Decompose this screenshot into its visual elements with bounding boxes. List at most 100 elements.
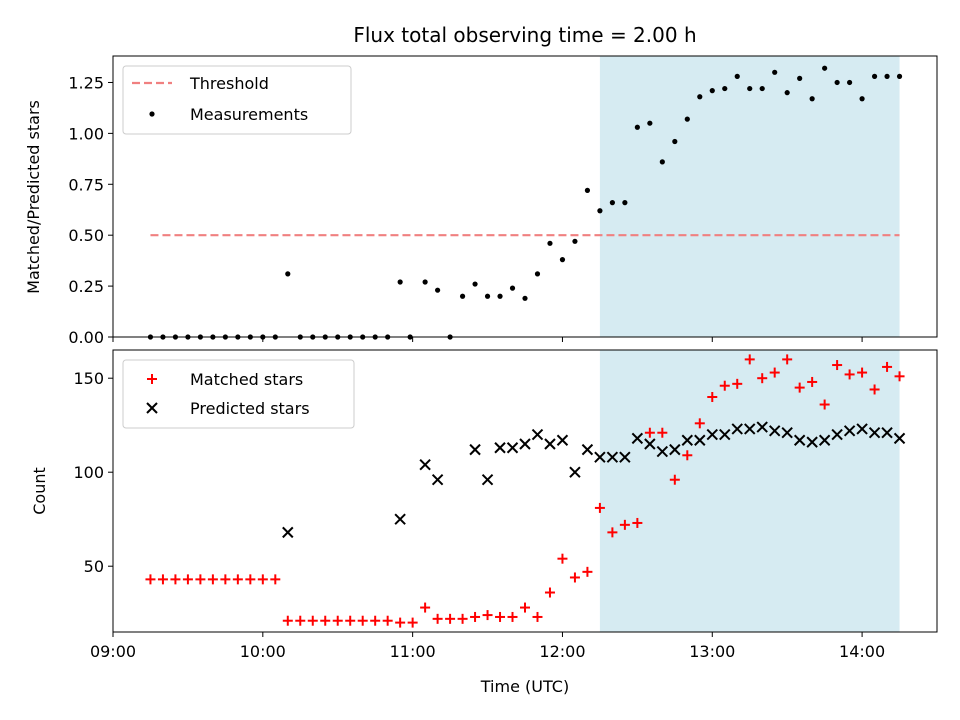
y-tick-label: 50 <box>84 557 104 576</box>
matched-stars-points <box>145 354 905 628</box>
matched-point <box>532 611 543 622</box>
chart-title: Flux total observing time = 2.00 h <box>353 23 696 47</box>
predicted-point <box>756 421 768 433</box>
matched-point <box>644 427 655 438</box>
predicted-point <box>469 443 481 456</box>
measurement-point <box>597 208 603 214</box>
matched-point <box>220 574 231 585</box>
measurement-point <box>871 73 878 79</box>
y-tick-label: 0.00 <box>68 328 104 347</box>
highlight-span <box>599 56 900 337</box>
matched-point <box>744 354 755 365</box>
measurement-point <box>834 79 840 86</box>
measurement-point <box>584 187 591 193</box>
matched-point <box>894 371 905 382</box>
matched-point <box>832 360 843 371</box>
matched-point <box>457 613 468 624</box>
matched-point <box>232 574 243 585</box>
matched-point <box>619 519 630 530</box>
predicted-point <box>806 436 818 448</box>
matched-point <box>170 574 181 585</box>
matched-point <box>307 615 318 626</box>
predicted-point <box>556 434 569 446</box>
matched-point <box>757 373 768 384</box>
matched-point <box>732 378 743 389</box>
y-tick-label: 100 <box>73 463 104 482</box>
measurement-point <box>609 200 615 206</box>
measurement-point <box>847 79 853 86</box>
matched-point <box>320 615 331 626</box>
matched-point <box>282 615 293 626</box>
predicted-point <box>694 434 706 446</box>
matched-point <box>520 602 530 613</box>
predicted-point <box>669 443 681 456</box>
legend-predicted-swatch <box>146 402 158 414</box>
matched-point <box>819 399 830 410</box>
predicted-point <box>706 428 718 441</box>
measurement-point <box>809 96 815 102</box>
matched-point <box>407 617 418 628</box>
matched-point <box>844 369 855 380</box>
predicted-point <box>481 474 494 486</box>
measurement-point <box>422 279 428 285</box>
predicted-point <box>768 425 781 437</box>
matched-point <box>694 418 705 429</box>
matched-point <box>195 574 206 585</box>
bottom-legend: Matched stars Predicted stars <box>122 359 355 429</box>
measurement-point <box>459 293 466 299</box>
matched-point <box>495 611 506 622</box>
matched-point <box>769 367 780 378</box>
x-tick-label: 14:00 <box>839 642 885 661</box>
predicted-point <box>419 458 431 471</box>
top-y-ticks: 0.00 0.25 0.50 0.75 1.00 1.25 <box>68 73 113 347</box>
y-tick-label: 0.50 <box>68 226 104 245</box>
predicted-point <box>681 434 694 446</box>
matched-point <box>657 427 668 438</box>
predicted-point <box>581 443 594 456</box>
measurement-point <box>697 94 703 100</box>
measurement-point <box>772 69 778 75</box>
legend-predicted-label: Predicted stars <box>190 399 310 418</box>
legend-threshold-label: Threshold <box>189 74 269 93</box>
measurement-point <box>397 279 403 285</box>
predicted-point <box>594 451 606 463</box>
predicted-point <box>531 428 544 441</box>
predicted-point <box>843 425 856 437</box>
measurement-point <box>522 295 528 301</box>
bottom-axes-frame <box>112 349 938 633</box>
matched-point <box>257 574 268 585</box>
highlight-span <box>599 350 900 632</box>
measurement-point <box>509 285 516 291</box>
bottom-x-ticks: 09:00 10:00 11:00 12:00 13:00 14:00 <box>90 632 885 661</box>
y-tick-label: 1.00 <box>68 124 104 143</box>
measurement-point <box>709 88 715 94</box>
measurement-point <box>722 85 728 92</box>
legend-measurements-swatch <box>149 111 155 117</box>
predicted-point <box>893 432 906 445</box>
matched-point <box>332 615 343 626</box>
measurement-point <box>859 96 865 102</box>
matched-point <box>445 613 456 624</box>
x-tick-label: 12:00 <box>539 642 585 661</box>
predicted-point <box>656 445 669 458</box>
matched-point <box>357 615 368 626</box>
matched-point <box>682 450 693 461</box>
matched-point <box>295 615 306 626</box>
y-tick-label: 1.25 <box>68 73 104 92</box>
top-y-axis-label: Matched/Predicted stars <box>24 100 43 294</box>
predicted-point <box>431 474 444 486</box>
matched-point <box>345 615 356 626</box>
matched-point <box>794 382 805 393</box>
matched-point <box>507 611 518 622</box>
measurement-point <box>572 238 578 244</box>
measurement-point <box>896 73 903 79</box>
y-tick-label: 150 <box>73 369 104 388</box>
measurement-point <box>822 65 828 71</box>
measurement-point <box>484 293 491 299</box>
measurement-point <box>472 281 478 287</box>
matched-point <box>432 613 443 624</box>
matched-point <box>382 615 393 626</box>
x-tick-label: 09:00 <box>90 642 136 661</box>
